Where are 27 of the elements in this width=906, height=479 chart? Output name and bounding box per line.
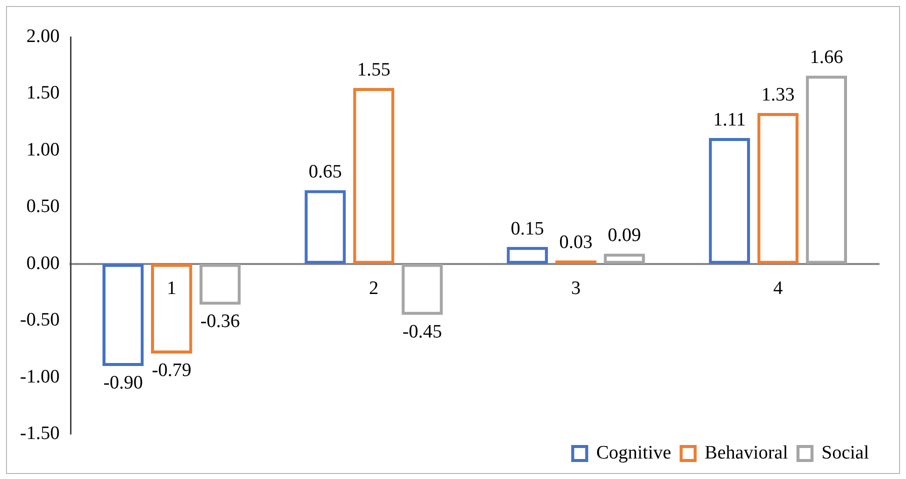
y-tick-label: -0.50 [20, 310, 60, 331]
data-label: -0.36 [200, 311, 240, 332]
data-label: 0.65 [308, 162, 342, 183]
x-tick-label: 3 [571, 278, 581, 300]
legend-label: Cognitive [596, 442, 672, 464]
data-label: 1.66 [810, 47, 844, 68]
data-label: 0.15 [510, 218, 544, 240]
data-label: 1.11 [713, 109, 746, 130]
y-tick-label: 1.50 [26, 82, 60, 104]
legend-label: Behavioral [704, 442, 788, 464]
data-label: 1.55 [357, 60, 390, 81]
data-label: 1.33 [761, 84, 795, 106]
data-label: -0.79 [152, 360, 192, 381]
y-tick-label: -1.00 [20, 366, 60, 388]
data-label: 0.09 [608, 225, 641, 246]
x-tick-label: 4 [773, 278, 784, 300]
y-tick-label: 2.00 [26, 26, 60, 47]
data-label: -0.45 [402, 321, 442, 342]
data-label: -0.90 [103, 372, 143, 394]
y-tick-label: 0.00 [26, 252, 60, 274]
x-tick-label: 1 [166, 278, 176, 300]
y-tick-label: 0.50 [26, 196, 60, 218]
x-tick-label: 2 [368, 278, 378, 300]
legend-label: Social [822, 442, 870, 464]
data-label: 0.03 [559, 232, 592, 253]
y-tick-label: -1.50 [20, 422, 60, 444]
y-tick-label: 1.00 [26, 139, 60, 160]
